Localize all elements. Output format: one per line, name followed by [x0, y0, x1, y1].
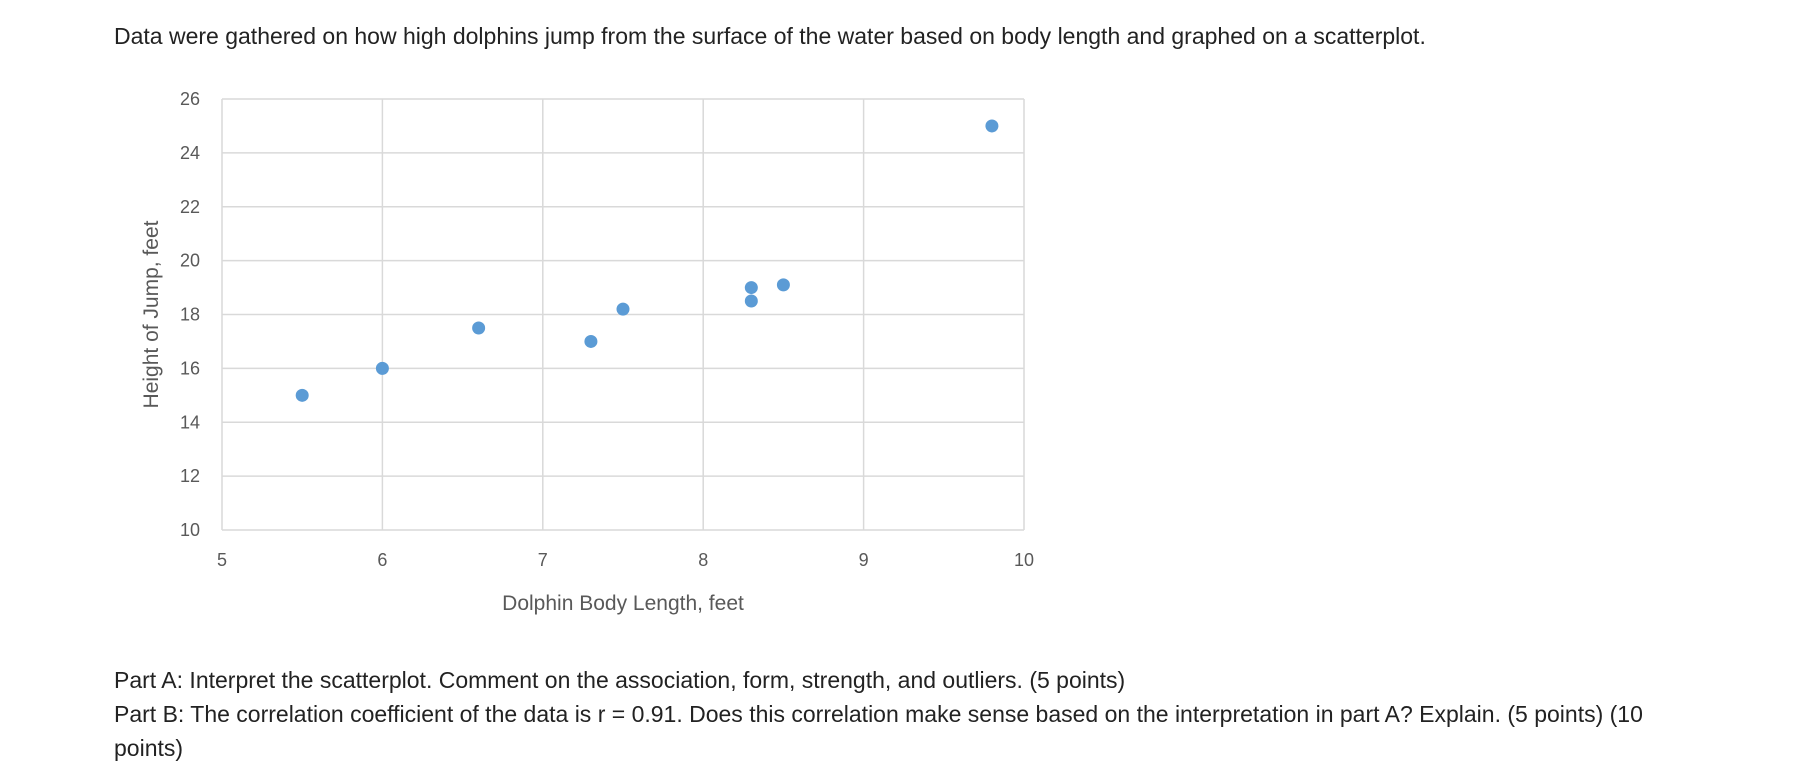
y-tick-label: 26 [180, 89, 200, 109]
y-tick-label: 18 [180, 305, 200, 325]
y-tick-label: 16 [180, 358, 200, 378]
y-tick-label: 24 [180, 143, 200, 163]
data-point [744, 281, 758, 295]
data-point [776, 278, 790, 292]
intro-text: Data were gathered on how high dolphins … [114, 23, 1426, 49]
part-a-question: Part A: Interpret the scatterplot. Comme… [114, 667, 1126, 693]
grid-lines [221, 98, 1025, 531]
y-tick-label: 12 [180, 466, 200, 486]
data-point [472, 321, 486, 335]
data-point [295, 388, 309, 402]
y-tick-label: 10 [180, 520, 200, 540]
y-tick-label: 20 [180, 251, 200, 271]
data-point [616, 302, 630, 316]
x-tick-label: 8 [698, 550, 708, 570]
x-tick-label: 5 [217, 550, 227, 570]
x-tick-label: 10 [1014, 550, 1034, 570]
questions: Part A: Interpret the scatterplot. Comme… [114, 663, 1714, 765]
y-tick-label: 14 [180, 412, 200, 432]
x-axis-title: Dolphin Body Length, feet [502, 592, 744, 615]
part-b-question: Part B: The correlation coefficient of t… [114, 701, 1643, 761]
data-point [985, 119, 999, 133]
data-point [584, 334, 598, 348]
x-tick-label: 6 [377, 550, 387, 570]
data-point [744, 294, 758, 308]
y-axis-tick-labels: 10 12 14 16 18 20 22 24 26 [180, 89, 200, 540]
scatterplot: 5 6 7 8 9 10 10 12 14 16 18 20 22 24 26 Dolphin Body … [140, 89, 1034, 615]
y-axis-title: Height of Jump, feet [140, 220, 163, 408]
data-point [375, 361, 389, 375]
data-points [295, 119, 999, 402]
x-axis-tick-labels: 5 6 7 8 9 10 [217, 550, 1034, 570]
x-tick-label: 9 [859, 550, 869, 570]
x-tick-label: 7 [538, 550, 548, 570]
y-tick-label: 22 [180, 197, 200, 217]
